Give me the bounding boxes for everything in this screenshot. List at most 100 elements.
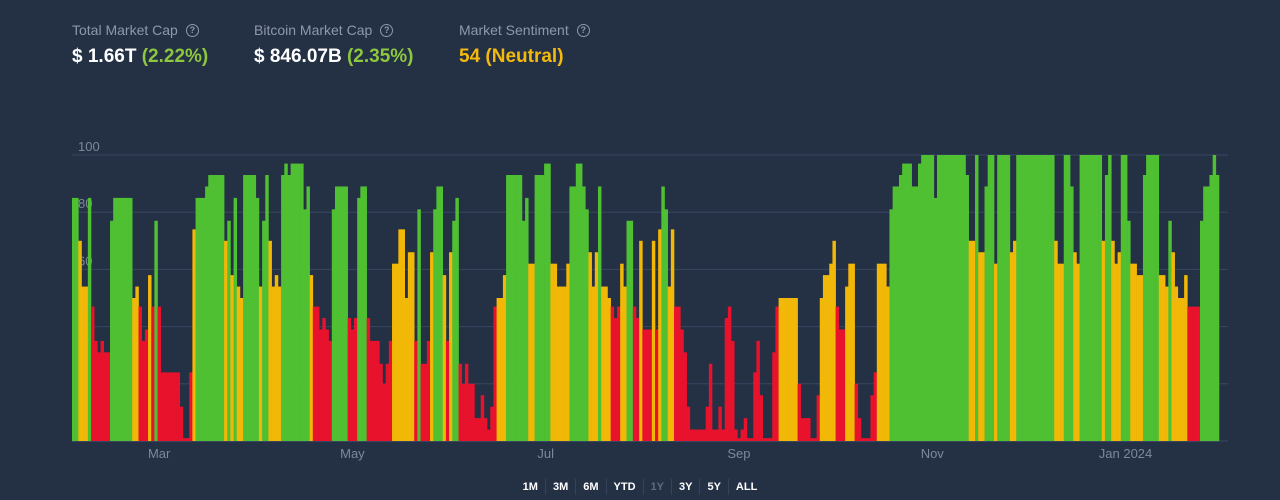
sentiment-bar bbox=[1152, 155, 1156, 441]
sentiment-bar bbox=[388, 340, 393, 441]
stat-value: $ 1.66T bbox=[72, 46, 137, 67]
sentiment-bar bbox=[905, 163, 909, 441]
sentiment-bar bbox=[249, 175, 253, 441]
sentiment-bar bbox=[385, 363, 390, 441]
sentiment-bar bbox=[382, 383, 386, 441]
sentiment-bar bbox=[452, 220, 456, 441]
sentiment-bar bbox=[635, 318, 640, 441]
sentiment-bar bbox=[566, 263, 570, 441]
sentiment-bar bbox=[1003, 155, 1008, 441]
sentiment-bar bbox=[496, 298, 501, 441]
sentiment-bar bbox=[645, 329, 649, 441]
sentiment-bar bbox=[322, 318, 326, 441]
stat-value: 54 (Neutral) bbox=[459, 46, 564, 67]
sentiment-bar bbox=[411, 252, 415, 441]
sentiment-bar bbox=[667, 286, 672, 441]
sentiment-bar bbox=[851, 263, 855, 441]
sentiment-bar bbox=[1117, 252, 1122, 441]
sentiment-bar bbox=[341, 186, 345, 441]
sentiment-bar bbox=[816, 395, 821, 441]
sentiment-bar bbox=[163, 372, 168, 441]
sentiment-bar bbox=[303, 209, 307, 441]
sentiment-bar bbox=[1009, 252, 1014, 441]
sentiment-bar bbox=[594, 252, 599, 441]
sentiment-bar bbox=[328, 340, 333, 441]
sentiment-bar bbox=[373, 340, 377, 441]
sentiment-bar bbox=[1063, 155, 1068, 441]
x-tick-label: Nov bbox=[921, 446, 945, 461]
sentiment-bar bbox=[518, 175, 523, 441]
range-3m-button[interactable]: 3M bbox=[544, 479, 575, 495]
sentiment-bar bbox=[975, 155, 979, 441]
x-tick-label: Sep bbox=[727, 446, 750, 461]
sentiment-bar bbox=[813, 438, 817, 441]
sentiment-bar bbox=[138, 306, 143, 441]
sentiment-bar bbox=[1035, 155, 1039, 441]
sentiment-bar bbox=[1095, 155, 1099, 441]
sentiment-bar bbox=[132, 298, 136, 441]
question-circle-icon[interactable]: ? bbox=[185, 23, 199, 37]
sentiment-bar bbox=[236, 286, 241, 441]
sentiment-bar bbox=[1212, 155, 1217, 441]
sentiment-bar bbox=[122, 197, 127, 441]
sentiment-bar bbox=[449, 252, 453, 441]
sentiment-bar bbox=[116, 197, 120, 441]
sentiment-bar bbox=[781, 298, 786, 441]
sentiment-bar bbox=[151, 306, 155, 441]
sentiment-bar bbox=[81, 286, 85, 441]
sentiment-bar bbox=[103, 352, 108, 441]
sentiment-bar bbox=[521, 220, 526, 441]
sentiment-bar bbox=[569, 186, 573, 441]
sentiment-bar bbox=[750, 438, 754, 441]
sentiment-bar bbox=[477, 418, 482, 441]
sentiment-bar bbox=[468, 383, 472, 441]
sentiment-bar bbox=[1158, 275, 1163, 441]
sentiment-bar bbox=[911, 186, 916, 441]
sentiment-bar bbox=[889, 209, 893, 441]
range-all-button[interactable]: ALL bbox=[727, 479, 764, 495]
sentiment-bar bbox=[417, 209, 421, 441]
sentiment-bar bbox=[990, 155, 995, 441]
sentiment-bar bbox=[1079, 155, 1084, 441]
sentiment-bar bbox=[1057, 263, 1061, 441]
sentiment-bar bbox=[870, 395, 874, 441]
sentiment-bar bbox=[712, 429, 716, 441]
range-1m-button[interactable]: 1M bbox=[522, 481, 538, 493]
sentiment-bar bbox=[588, 252, 592, 441]
range-ytd-button[interactable]: YTD bbox=[605, 479, 643, 495]
range-5y-button[interactable]: 5Y bbox=[699, 479, 727, 495]
sentiment-bar bbox=[480, 395, 485, 441]
sentiment-bar bbox=[157, 306, 162, 441]
range-6m-button[interactable]: 6M bbox=[575, 479, 605, 495]
sentiment-bar bbox=[1161, 275, 1166, 441]
question-circle-icon[interactable]: ? bbox=[380, 23, 394, 37]
sentiment-bar bbox=[528, 263, 532, 441]
sentiment-bar bbox=[258, 286, 263, 441]
sentiment-bar bbox=[78, 240, 82, 441]
sentiment-bar bbox=[661, 186, 665, 441]
sentiment-bar bbox=[315, 306, 320, 441]
sentiment-bar bbox=[1019, 155, 1023, 441]
sentiment-bar bbox=[512, 175, 516, 441]
x-tick-label: Jul bbox=[537, 446, 554, 461]
sentiment-bar bbox=[629, 220, 634, 441]
y-tick-label: 100 bbox=[78, 139, 100, 154]
sentiment-bar bbox=[1016, 155, 1020, 441]
sentiment-bar bbox=[255, 197, 260, 441]
range-3y-button[interactable]: 3Y bbox=[670, 479, 699, 495]
sentiment-bar bbox=[252, 175, 257, 441]
range-1y-button[interactable]: 1Y bbox=[642, 479, 671, 495]
sentiment-bar bbox=[300, 163, 304, 441]
sentiment-bar bbox=[458, 363, 463, 441]
sentiment-bar bbox=[407, 252, 412, 441]
sentiment-bar bbox=[693, 429, 697, 441]
sentiment-bar bbox=[664, 209, 668, 441]
sentiment-bar bbox=[369, 340, 374, 441]
sentiment-bar bbox=[601, 286, 605, 441]
sentiment-bar bbox=[220, 175, 225, 441]
sentiment-bar bbox=[917, 163, 922, 441]
x-tick-label: Jan 2024 bbox=[1099, 446, 1153, 461]
question-circle-icon[interactable]: ? bbox=[576, 23, 590, 37]
sentiment-bar bbox=[1070, 186, 1074, 441]
sentiment-bar bbox=[1022, 155, 1027, 441]
